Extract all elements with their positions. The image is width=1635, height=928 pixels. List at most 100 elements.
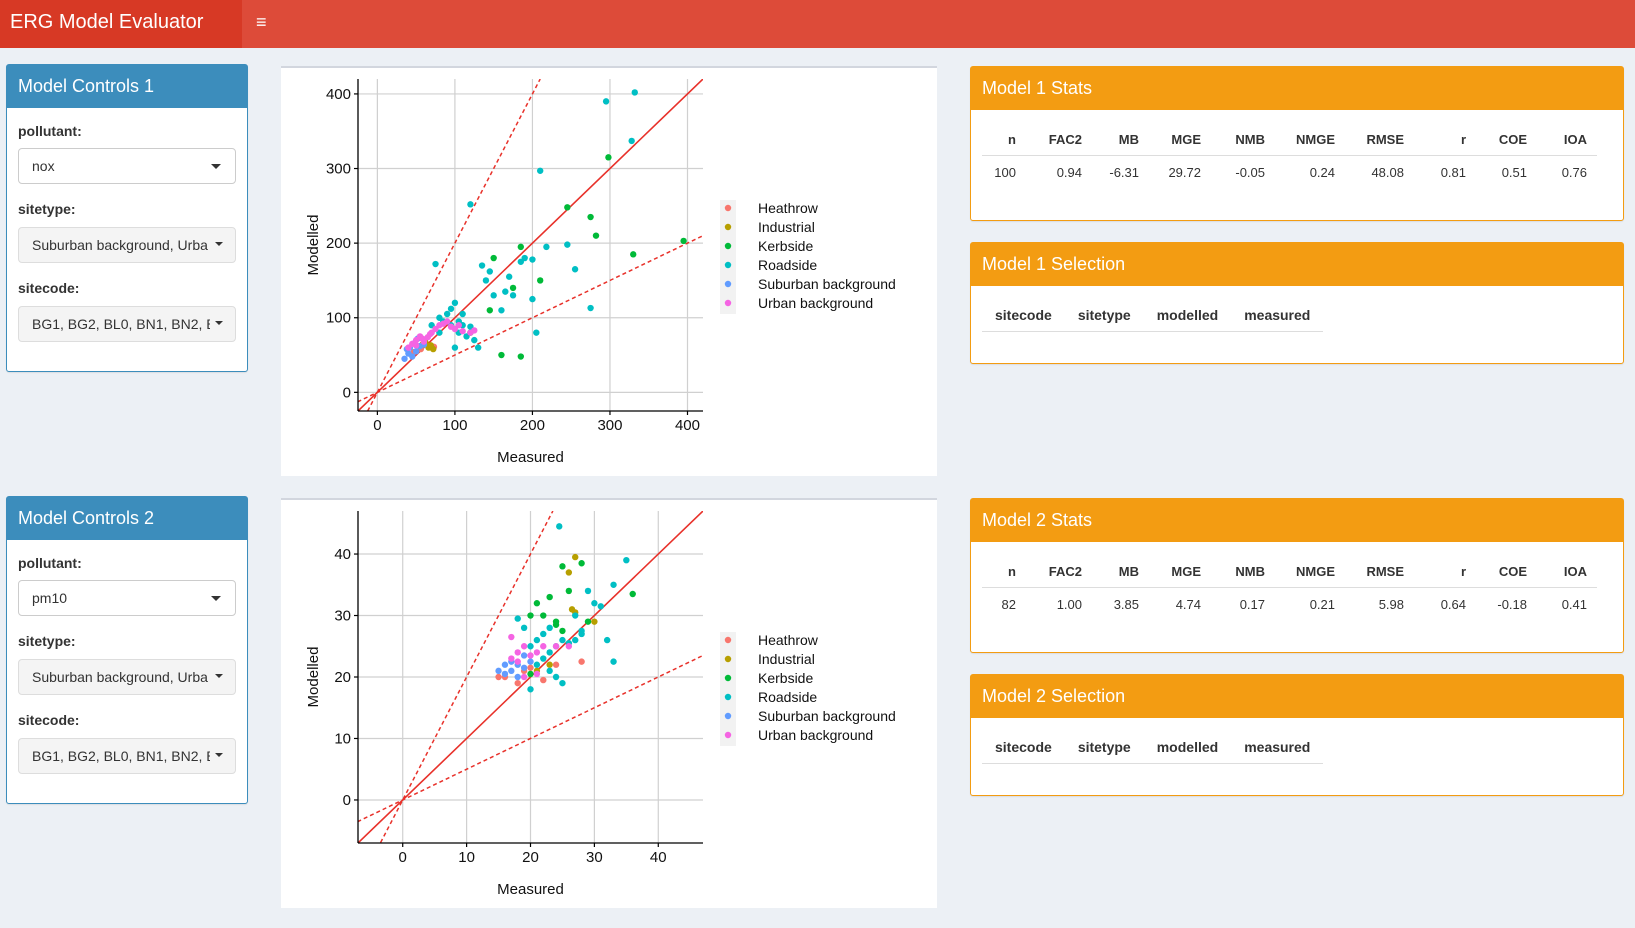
sitecode-select-1[interactable]: BG1, BG2, BL0, BN1, BN2, BT: [18, 306, 236, 342]
stats-header-n[interactable]: n: [982, 123, 1026, 156]
data-point: [629, 590, 636, 598]
stats-header-nmge[interactable]: NMGE: [1275, 555, 1345, 588]
model-controls-2-title: Model Controls 2: [7, 497, 247, 540]
stats-cell-rmse: 48.08: [1371, 165, 1404, 180]
app-title[interactable]: ERG Model Evaluator: [0, 0, 242, 48]
stats-header-mb[interactable]: MB: [1092, 123, 1149, 156]
sitecode-select-value: BG1, BG2, BL0, BN1, BN2, BT: [32, 316, 210, 332]
menu-toggle-icon[interactable]: ≡: [256, 12, 267, 32]
stats-header-ioa[interactable]: IOA: [1537, 123, 1597, 156]
data-point: [602, 98, 610, 105]
selection-header-measured[interactable]: measured: [1231, 299, 1324, 332]
stats-header-ioa[interactable]: IOA: [1537, 555, 1597, 588]
legend-item: Kerbside: [758, 238, 813, 254]
factor-two-upper-line: [379, 511, 554, 843]
y-tick-label: 30: [334, 608, 351, 625]
data-point: [628, 137, 635, 145]
pollutant-select-2[interactable]: pm10: [18, 580, 236, 616]
selection-header-sitetype[interactable]: sitetype: [1064, 299, 1144, 332]
data-point: [630, 251, 637, 258]
data-point: [412, 348, 420, 355]
stats-cell-fac2: 0.94: [1056, 165, 1082, 180]
x-axis-label: Measured: [497, 881, 564, 898]
stats-header-coe[interactable]: COE: [1476, 555, 1537, 588]
stats-header-mge[interactable]: MGE: [1149, 555, 1211, 588]
selection-header-measured[interactable]: measured: [1231, 731, 1324, 764]
selection-header-sitecode[interactable]: sitecode: [982, 299, 1065, 332]
factor-two-upper-line: [366, 79, 541, 411]
data-point: [426, 330, 434, 338]
pollutant-select-1[interactable]: nox: [18, 148, 236, 184]
data-point: [501, 670, 509, 678]
data-point: [565, 569, 573, 576]
x-tick-label: 40: [650, 849, 667, 866]
stats-header-n[interactable]: n: [982, 555, 1026, 588]
data-point: [533, 329, 540, 336]
data-point: [514, 658, 521, 665]
data-point: [564, 241, 571, 248]
model-1-stats-table: n FAC2 MB MGE NMB NMGE RMSE r COE IOA 100 0.94 -6.31…: [982, 123, 1597, 189]
stats-cell-nmge: 0.24: [1309, 165, 1335, 180]
stats-header-rmse[interactable]: RMSE: [1345, 123, 1414, 156]
data-point: [482, 277, 490, 284]
sitecode-select-2[interactable]: BG1, BG2, BL0, BN1, BN2, BT: [18, 738, 236, 774]
sitecode-label: sitecode:: [18, 280, 80, 296]
model-controls-2-panel: Model Controls 2 pollutant: pm10 sitetyp…: [6, 496, 248, 804]
sitetype-select-2[interactable]: Suburban background, Urba: [18, 659, 236, 695]
data-point: [520, 664, 528, 671]
stats-header-rmse[interactable]: RMSE: [1345, 555, 1414, 588]
data-point: [565, 587, 573, 595]
data-point: [533, 600, 541, 607]
legend-item: Kerbside: [758, 670, 813, 686]
model-2-selection-table: sitecode sitetype modelled measured: [982, 731, 1324, 764]
data-point: [527, 643, 534, 650]
factor-two-lower-line: [358, 234, 703, 403]
data-point: [540, 630, 547, 638]
legend-marker: [724, 636, 732, 644]
data-point: [533, 636, 541, 644]
data-point: [443, 310, 451, 318]
selection-header-modelled[interactable]: modelled: [1143, 731, 1232, 764]
stats-header-fac2[interactable]: FAC2: [1026, 123, 1092, 156]
stats-header-fac2[interactable]: FAC2: [1026, 555, 1092, 588]
x-tick-label: 30: [586, 849, 603, 866]
sitetype-select-1[interactable]: Suburban background, Urba: [18, 227, 236, 263]
y-tick-label: 10: [334, 730, 351, 747]
stats-header-mb[interactable]: MB: [1092, 555, 1149, 588]
stats-header-mge[interactable]: MGE: [1149, 123, 1211, 156]
selection-header-sitecode[interactable]: sitecode: [982, 731, 1065, 764]
data-point: [514, 649, 521, 656]
stats-header-nmge[interactable]: NMGE: [1275, 123, 1345, 156]
legend-item: Urban background: [758, 727, 873, 743]
data-point: [572, 553, 579, 561]
data-point: [564, 204, 571, 211]
stats-header-r[interactable]: r: [1414, 123, 1476, 156]
sitetype-label: sitetype:: [18, 201, 76, 217]
data-point: [471, 327, 478, 334]
stats-header-nmb[interactable]: NMB: [1211, 555, 1275, 588]
model-2-stats-title: Model 2 Stats: [971, 499, 1623, 542]
legend-item: Urban background: [758, 295, 873, 311]
stats-header-nmb[interactable]: NMB: [1211, 123, 1275, 156]
legend-item: Industrial: [758, 219, 815, 235]
stats-header-r[interactable]: r: [1414, 555, 1476, 588]
data-point: [419, 335, 426, 342]
data-point: [572, 612, 579, 619]
selection-header-modelled[interactable]: modelled: [1143, 299, 1232, 332]
data-point: [517, 243, 525, 251]
data-point: [536, 167, 544, 174]
data-point: [521, 254, 528, 262]
stats-header-coe[interactable]: COE: [1476, 123, 1537, 156]
model-2-selection-title: Model 2 Selection: [971, 675, 1623, 718]
data-point: [520, 652, 528, 659]
data-point: [546, 649, 553, 656]
data-point: [556, 523, 563, 530]
data-point: [552, 661, 560, 668]
legend-marker: [724, 261, 732, 269]
y-tick-label: 300: [326, 161, 351, 178]
chevron-down-icon: [215, 321, 223, 325]
data-point: [540, 676, 547, 684]
selection-header-sitetype[interactable]: sitetype: [1064, 731, 1144, 764]
data-point: [490, 292, 497, 299]
data-point: [427, 342, 435, 349]
